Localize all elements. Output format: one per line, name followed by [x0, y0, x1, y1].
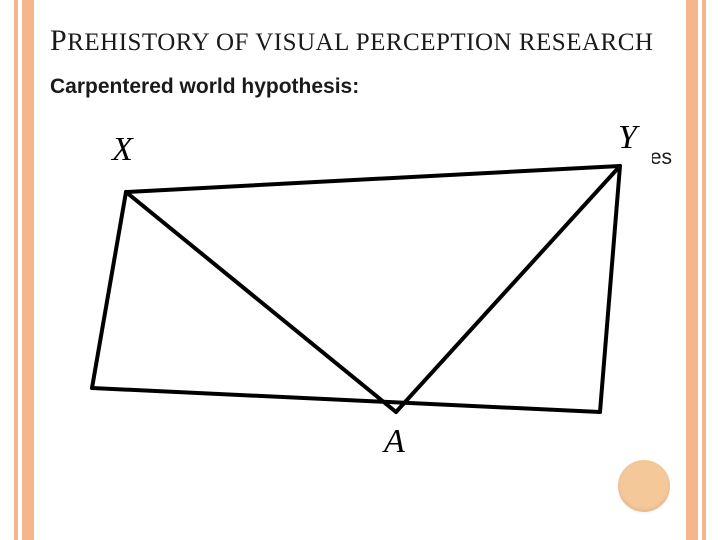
slide-title: PREHISTORY OF VISUAL PERCEPTION RESEARCH — [50, 24, 670, 58]
title-rest: REHISTORY OF VISUAL PERCEPTION RESEARCH — [67, 29, 653, 56]
title-first-letter: P — [50, 24, 67, 57]
svg-text:Y: Y — [618, 119, 640, 156]
decor-bar-left-thin — [14, 0, 18, 540]
svg-text:A: A — [382, 423, 405, 460]
slide: PREHISTORY OF VISUAL PERCEPTION RESEARCH… — [0, 0, 720, 540]
slide-subtitle: Carpentered world hypothesis: — [50, 75, 359, 99]
obscured-text-fragment: es — [650, 146, 672, 170]
sander-illusion-svg: X Y A — [62, 112, 652, 482]
decor-bar-left-thick — [22, 0, 34, 540]
svg-text:X: X — [110, 131, 134, 168]
decor-circle-icon — [618, 460, 670, 512]
sander-illusion-figure: X Y A — [62, 112, 652, 482]
decor-bar-right-thick — [686, 0, 698, 540]
decor-bar-right-thin — [702, 0, 706, 540]
